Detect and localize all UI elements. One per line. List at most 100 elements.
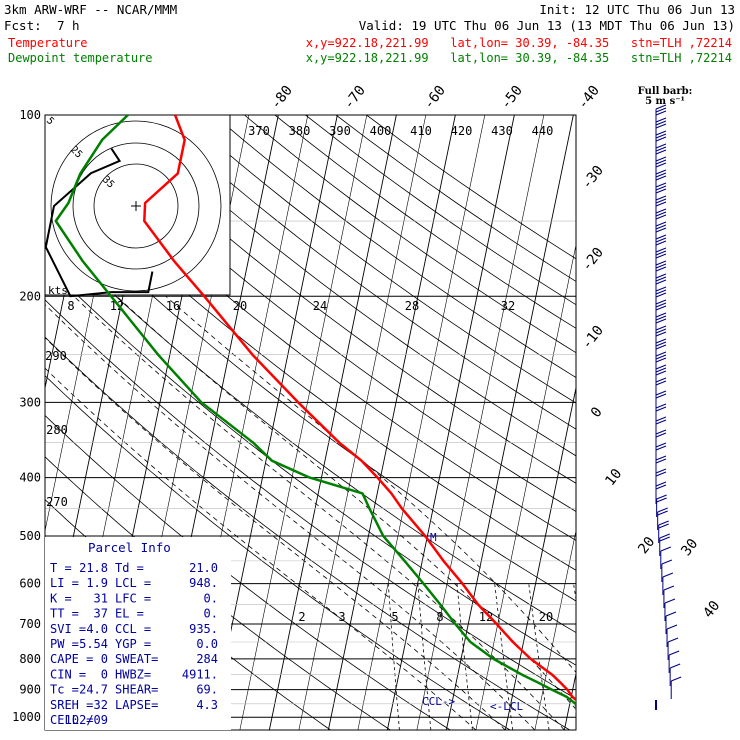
isotherm-line (0, 115, 42, 730)
wind-barb-flag (661, 559, 673, 565)
isotherm-line (268, 115, 397, 730)
dry-adiabat (121, 115, 576, 457)
lcl-marker: <-LCL (490, 700, 523, 713)
wind-barb-flag (655, 292, 667, 298)
wind-barb-flag (655, 159, 667, 165)
mixing-ratio-line (417, 583, 432, 730)
wind-barb-flag (655, 299, 667, 305)
parcel-info-cell: 21.0 (189, 561, 218, 575)
dewpoint-trace (54, 115, 576, 714)
wind-barb-flag (666, 624, 678, 630)
wind-barb-flag (655, 390, 667, 396)
isotherm-label: -70 (341, 83, 369, 113)
isotherm-label: -60 (421, 83, 449, 113)
parcel-info-cell: SVI = (50, 622, 86, 636)
isotherm-line (504, 385, 576, 730)
parcel-info-cell: 935. (189, 622, 218, 636)
wind-barb-flag (655, 393, 667, 399)
barb-key-title: Full barb: (638, 86, 693, 97)
wind-barb-flag (662, 572, 674, 578)
isotherm-line (0, 115, 13, 730)
wind-barb-flag (669, 663, 681, 669)
isotherm-line (357, 115, 486, 730)
dry-adiabat (45, 161, 576, 571)
legend-temperature-name: Temperature (8, 36, 87, 50)
parcel-info-cell: LCL = (115, 576, 151, 590)
wind-barb-flag (655, 419, 667, 425)
wind-barb-flag (655, 429, 667, 435)
moist-adiabat (165, 295, 576, 673)
isotherm-label: -50 (498, 83, 526, 113)
pressure-tick-label: 700 (19, 617, 41, 631)
wind-barb-flag (668, 650, 680, 656)
hodo-ring-outer (50, 120, 222, 292)
wind-barb-flag (655, 104, 667, 110)
wind-barb-flag (655, 146, 667, 152)
parcel-info-rows: T = 21.8 Td = 21.0 LI = 1.9 LCL = 948. K = 31 LFC … (50, 561, 218, 727)
wind-barb-flag (655, 175, 667, 181)
pressure-tick-label: 300 (19, 395, 41, 409)
isotherm-line (712, 115, 740, 730)
barb-key-value: 5 m s⁻¹ (645, 96, 685, 107)
wind-barb-flag (655, 266, 667, 272)
wind-barb-flag (655, 143, 667, 149)
wind-barb-flag (655, 468, 667, 474)
wind-barb-flag (657, 510, 668, 516)
isotherm-line (445, 115, 574, 730)
wind-barb-flag (655, 484, 667, 490)
mixing-ratio-line (494, 583, 514, 730)
isotherm-line (209, 115, 338, 730)
wind-barb-flag (655, 107, 667, 113)
isotherm-line (475, 243, 576, 730)
isotherm-line (682, 115, 740, 730)
wind-barb-flag (655, 253, 667, 259)
isotherm-line (534, 529, 576, 730)
isotherm-label: -20 (579, 245, 607, 275)
mixing-ratio-line (573, 583, 576, 603)
hodograph-trace (44, 148, 154, 298)
wind-barb-flag (655, 250, 667, 256)
wind-barb-flag (655, 130, 667, 136)
hodo-axis-label: 32 (501, 299, 515, 313)
parcel-info-cell: 24.7 (79, 683, 108, 697)
parcel-info-cell: CCL = (115, 622, 151, 636)
model-title: 3km ARW-WRF -- NCAR/MMM (4, 2, 177, 17)
mixing-ratio-line (456, 583, 473, 730)
wind-barb-flag (655, 201, 667, 207)
theta-label: 380 (289, 124, 311, 138)
wind-barb-flag (655, 156, 667, 162)
hodo-axis-label: 20 (233, 299, 247, 313)
dry-adiabat (45, 375, 511, 730)
wind-barb-flag (655, 133, 667, 139)
isotherm-label: -30 (579, 163, 607, 193)
wind-barb-flag (655, 182, 667, 188)
mixing-ratio-line (387, 583, 400, 730)
parcel-info-cell: Tc = (50, 683, 79, 697)
wind-barb-flag (655, 315, 667, 321)
mixing-ratio-label: 8 (436, 610, 443, 624)
parcel-info-cell: 0 (101, 667, 108, 681)
isotherm-label: -40 (575, 83, 603, 113)
mixing-ratio-label: 20 (539, 610, 553, 624)
temperature-trace (143, 115, 576, 702)
wind-barb-flag (655, 403, 667, 409)
isotherm-line (298, 115, 427, 730)
wind-barb-flag (655, 276, 667, 282)
parcel-info-cell: LFC = (115, 591, 151, 605)
parcel-info-cell: LI = (50, 576, 79, 590)
dry-adiabat (60, 115, 576, 512)
moist-adiabat (73, 296, 565, 730)
wind-barb-flag (655, 221, 667, 227)
parcel-info-cell: CELL = (50, 713, 93, 727)
fcst-value: 7 h (57, 18, 80, 33)
wind-barb-flag (671, 676, 682, 682)
pressure-tick-label: 100 (19, 108, 41, 122)
parcel-info-cell: 0.0 (196, 637, 218, 651)
pressure-tick-label: 600 (19, 577, 41, 591)
parcel-info-box: Parcel Info T = 21.8 Td = 21.0 LI = 1.9 LCL = 9… (45, 537, 231, 730)
pressure-tick-label: 900 (19, 683, 41, 697)
dry-adiabat (183, 115, 576, 404)
wind-barb-flag (655, 406, 667, 412)
theta-left-label: 280 (46, 423, 68, 437)
